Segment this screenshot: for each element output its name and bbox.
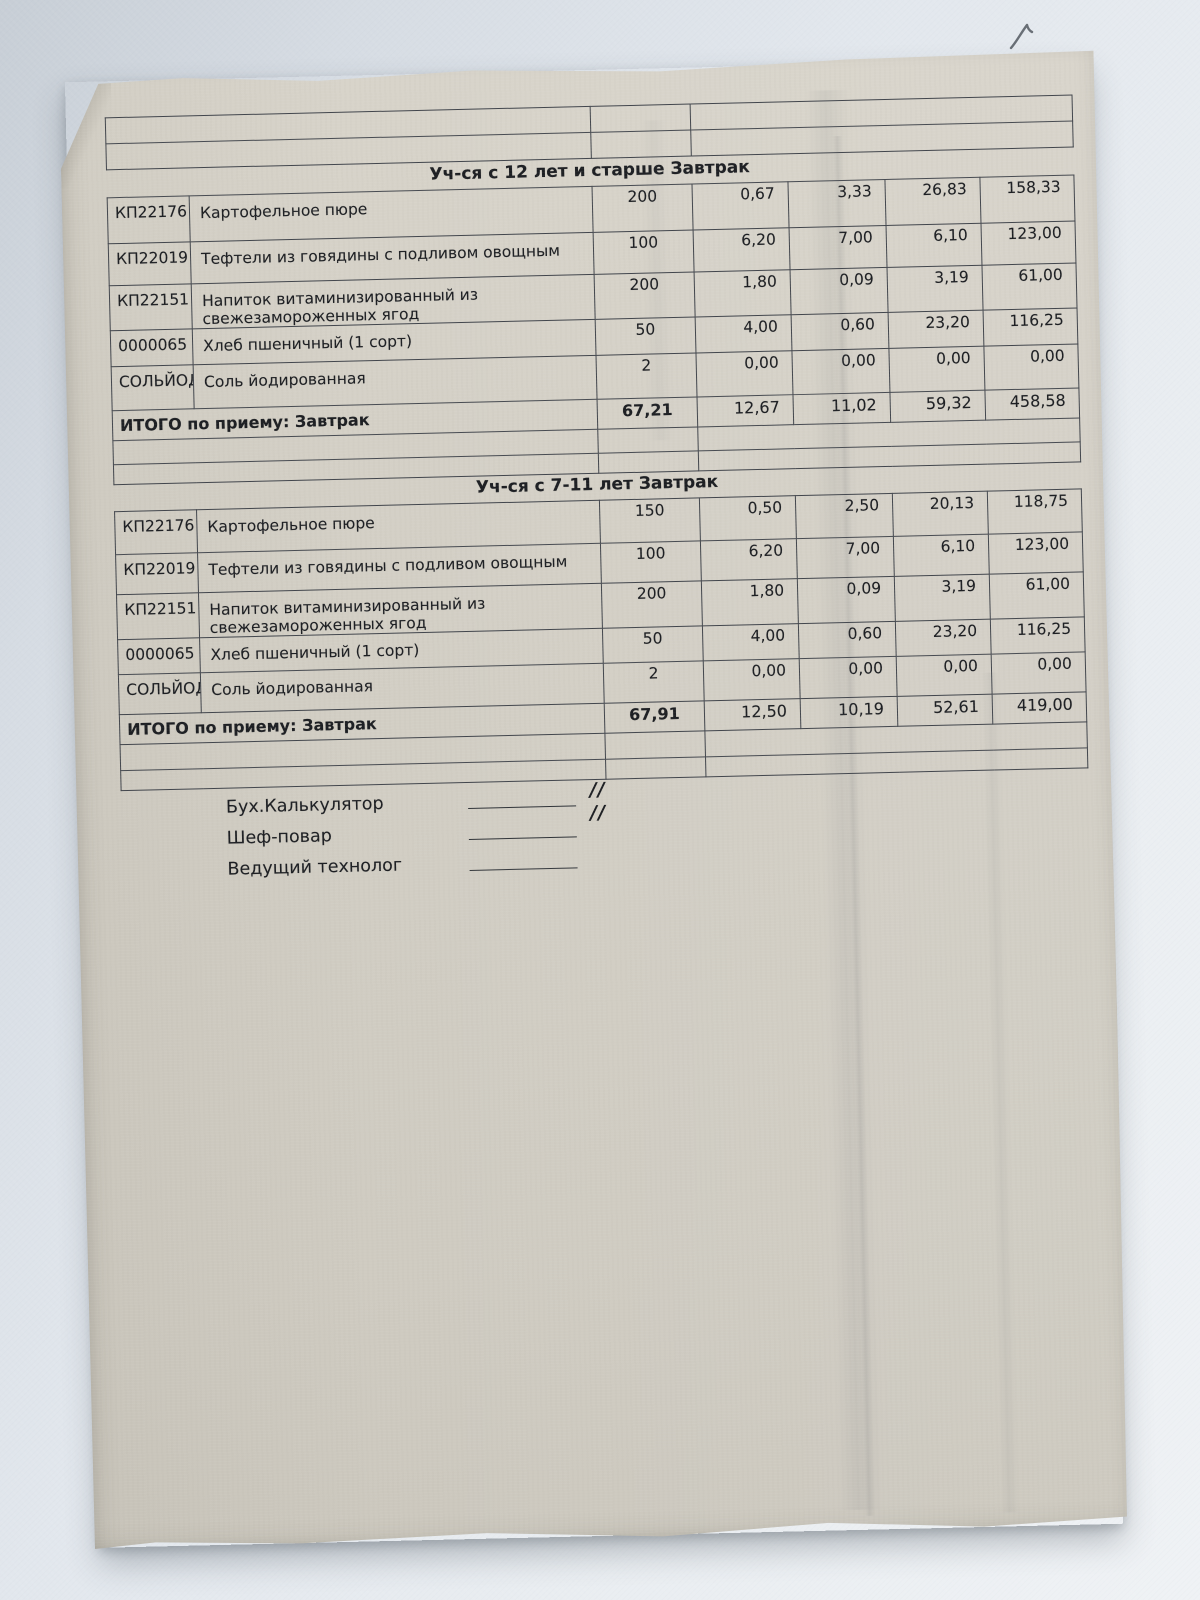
value-cell: 3,33 xyxy=(788,179,886,227)
signature-line xyxy=(469,836,577,840)
code-cell: КП22176 xyxy=(107,196,190,244)
value-cell: 0,00 xyxy=(696,351,793,397)
code-cell: КП22019 xyxy=(116,553,199,595)
code-cell: СОЛЬЙОД xyxy=(111,365,194,411)
signature-line xyxy=(468,805,576,809)
total-value-cell: 52,61 xyxy=(897,694,993,726)
code-cell: СОЛЬЙОД xyxy=(118,673,201,715)
dish-name: Картофельное пюре xyxy=(199,200,368,223)
value-cell: 0,67 xyxy=(692,182,789,230)
value-cell: 6,20 xyxy=(700,539,797,581)
header-cell xyxy=(590,104,691,132)
value-cell: 7,00 xyxy=(796,536,894,578)
paper-sheet: 2 Уч-ся с 12 лет и старше Завтрак xyxy=(59,50,1130,1552)
value-cell: 7,00 xyxy=(789,225,887,269)
code-cell: 0000065 xyxy=(110,329,193,367)
value-cell: 4,00 xyxy=(695,315,792,353)
code-cell: КП22151 xyxy=(117,593,200,640)
dish-name: Соль йодированная xyxy=(203,369,366,392)
empty-cell xyxy=(605,731,706,759)
value-cell: 1,80 xyxy=(701,579,798,626)
value-cell: 0,00 xyxy=(799,656,897,698)
value-cell: 123,00 xyxy=(988,532,1083,574)
dish-name: Картофельное пюре xyxy=(207,514,375,537)
total-value-cell: 10,19 xyxy=(800,696,898,728)
value-cell: 116,25 xyxy=(983,308,1078,346)
qty-cell: 50 xyxy=(595,317,696,355)
code-cell: КП22019 xyxy=(108,242,191,286)
value-cell: 0,09 xyxy=(790,267,888,314)
qty-cell: 2 xyxy=(603,661,704,703)
value-cell: 3,19 xyxy=(894,574,990,621)
meal-table-7-11: КП22176 Картофельное пюре 150 0,50 2,50 … xyxy=(114,488,1088,791)
photo-streak xyxy=(981,672,1019,1512)
value-cell: 0,60 xyxy=(791,312,889,350)
value-cell: 0,00 xyxy=(896,654,992,696)
value-cell: 0,00 xyxy=(703,659,800,701)
value-cell: 6,10 xyxy=(893,534,989,576)
total-value-cell: 12,50 xyxy=(704,699,801,731)
value-cell: 2,50 xyxy=(795,493,893,538)
meal-section-7-11: Уч-ся с 7-11 лет Завтрак КП22176 Картофе… xyxy=(113,460,1087,791)
value-cell: 0,00 xyxy=(889,346,985,392)
value-cell: 116,25 xyxy=(990,617,1085,654)
qty-cell: 2 xyxy=(596,353,697,399)
qty-cell: 100 xyxy=(593,230,694,274)
value-cell: 26,83 xyxy=(885,177,981,225)
code-cell: КП22151 xyxy=(109,284,192,331)
value-cell: 20,13 xyxy=(892,491,988,536)
value-cell: 6,10 xyxy=(886,223,982,267)
qty-cell: 200 xyxy=(594,272,695,319)
meal-section-12plus: Уч-ся с 12 лет и старше Завтрак КП22176 … xyxy=(106,147,1080,486)
value-cell: 6,20 xyxy=(693,228,790,272)
value-cell: 0,00 xyxy=(984,344,1079,390)
value-cell: 0,00 xyxy=(991,652,1086,694)
dish-name: Тефтели из говядины с подливом овощным xyxy=(200,241,561,269)
value-cell: 61,00 xyxy=(982,263,1077,310)
dish-name: Хлеб пшеничный (1 сорт) xyxy=(210,641,420,664)
value-cell: 3,19 xyxy=(887,265,983,312)
total-value-cell: 59,32 xyxy=(890,390,986,422)
value-cell: 4,00 xyxy=(702,624,799,661)
dish-name: Соль йодированная xyxy=(211,677,374,699)
value-cell: 1,80 xyxy=(694,270,791,317)
value-cell: 61,00 xyxy=(989,572,1084,619)
qty-cell: 150 xyxy=(599,498,700,543)
total-qty-cell: 67,91 xyxy=(604,701,705,733)
value-cell: 0,09 xyxy=(797,576,895,623)
total-qty-cell: 67,21 xyxy=(597,397,698,429)
signature-slash-mark: // xyxy=(589,778,606,802)
dish-name: Тефтели из говядины с подливом овощным xyxy=(208,552,568,580)
total-value-cell: 419,00 xyxy=(992,692,1087,724)
value-cell: 0,60 xyxy=(798,621,896,658)
signature-slash-mark: // xyxy=(590,801,607,825)
qty-cell: 200 xyxy=(592,184,693,232)
qty-cell: 200 xyxy=(601,581,702,628)
signature-label: Ведущий технолог xyxy=(227,855,403,880)
value-cell: 0,00 xyxy=(792,348,890,394)
header-cell xyxy=(591,130,692,158)
paper: 2 Уч-ся с 12 лет и старше Завтрак xyxy=(59,50,1130,1552)
value-cell: 123,00 xyxy=(981,221,1076,265)
total-value-cell: 458,58 xyxy=(985,388,1080,420)
pen-mark-icon xyxy=(1009,23,1034,50)
qty-cell: 50 xyxy=(602,626,703,663)
value-cell: 23,20 xyxy=(888,310,984,348)
code-cell: КП22176 xyxy=(115,510,198,555)
code-cell: 0000065 xyxy=(118,638,201,675)
qty-cell: 100 xyxy=(600,541,701,583)
value-cell: 0,50 xyxy=(699,496,796,541)
total-value-cell: 11,02 xyxy=(793,392,891,424)
value-cell: 118,75 xyxy=(987,489,1082,534)
signature-line xyxy=(470,867,578,871)
empty-cell xyxy=(598,427,699,453)
dish-name: Хлеб пшеничный (1 сорт) xyxy=(202,332,413,356)
total-value-cell: 12,67 xyxy=(697,395,794,427)
meal-table-12plus: КП22176 Картофельное пюре 200 0,67 3,33 … xyxy=(107,175,1082,486)
value-cell: 158,33 xyxy=(980,175,1075,223)
value-cell: 23,20 xyxy=(895,619,991,656)
signature-block: Бух.Калькулятор // Шеф-повар // Ведущий … xyxy=(226,773,788,879)
